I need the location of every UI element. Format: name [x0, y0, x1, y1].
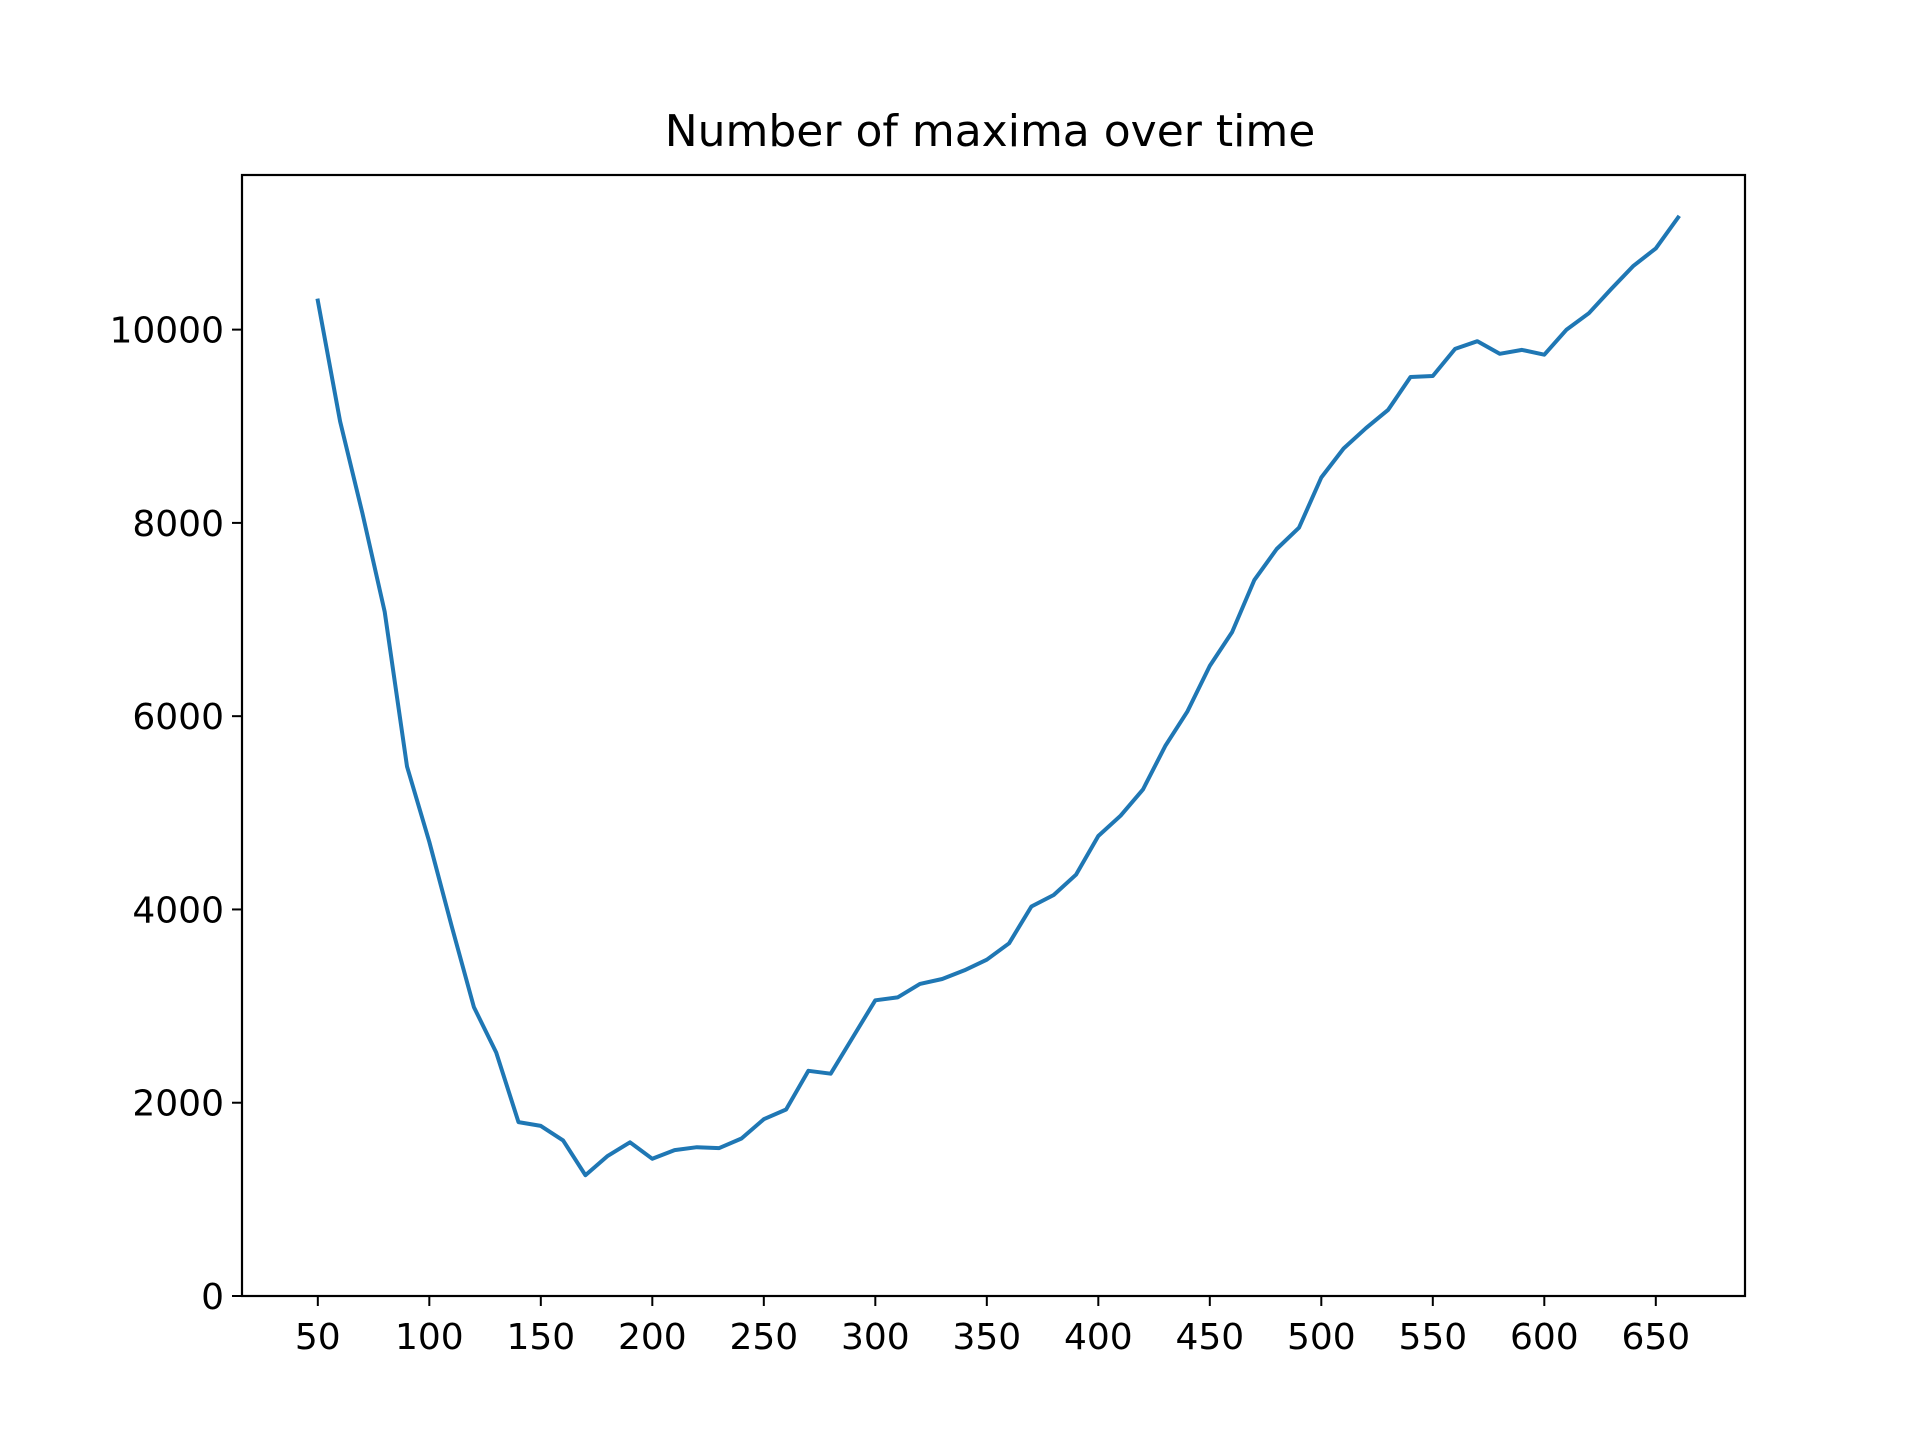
y-tick-label: 8000 — [132, 504, 224, 545]
x-axis: 50 100 150 200 250 300 350 400 450 500 550 600 650 — [295, 1296, 1690, 1358]
chart-title: Number of maxima over time — [665, 106, 1316, 157]
x-tick-label: 100 — [395, 1317, 464, 1358]
x-tick-label: 200 — [618, 1317, 687, 1358]
x-tick-label: 450 — [1175, 1317, 1244, 1358]
y-tick-label: 0 — [201, 1277, 224, 1318]
x-tick-label: 250 — [729, 1317, 798, 1358]
x-tick-label: 650 — [1621, 1317, 1690, 1358]
x-tick-label: 150 — [506, 1317, 575, 1358]
y-tick-label: 6000 — [132, 697, 224, 738]
x-tick-label: 550 — [1398, 1317, 1467, 1358]
y-axis: 0 2000 4000 6000 8000 10000 — [109, 311, 242, 1318]
x-tick-label: 400 — [1064, 1317, 1133, 1358]
x-tick-label: 50 — [295, 1317, 341, 1358]
plot-frame — [240, 173, 1747, 1298]
y-tick-label: 2000 — [132, 1084, 224, 1125]
x-tick-label: 350 — [952, 1317, 1021, 1358]
x-tick-label: 500 — [1287, 1317, 1356, 1358]
x-tick-label: 600 — [1510, 1317, 1579, 1358]
y-tick-label: 10000 — [109, 311, 224, 352]
x-tick-label: 300 — [841, 1317, 910, 1358]
y-tick-label: 4000 — [132, 890, 224, 931]
series-line — [315, 214, 1681, 1178]
series-group — [315, 214, 1681, 1178]
